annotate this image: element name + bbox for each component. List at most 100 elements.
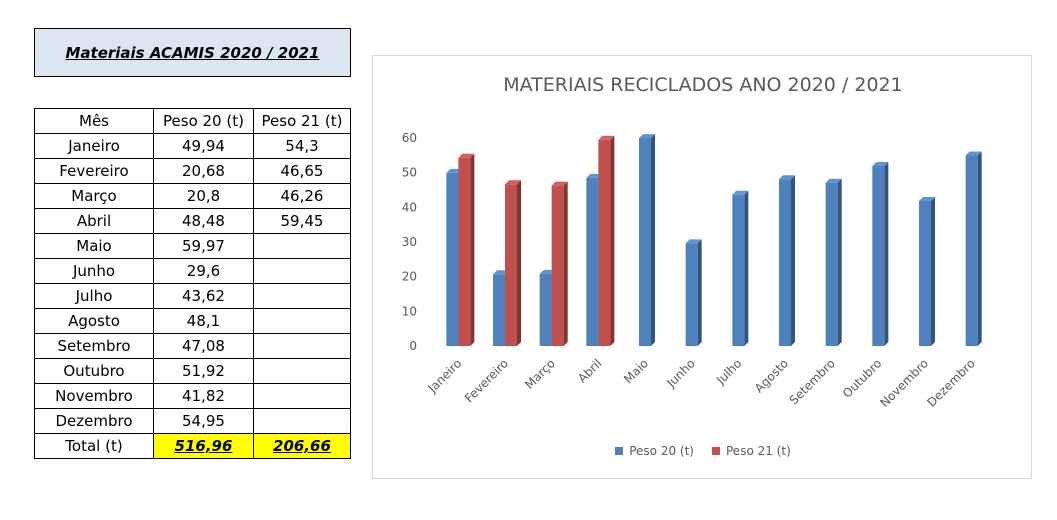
bar <box>639 138 651 346</box>
chart-legend: Peso 20 (t) Peso 21 (t) <box>373 444 1033 458</box>
bar <box>493 274 505 346</box>
cell-peso-21 <box>253 308 351 334</box>
y-tick-label: 30 <box>402 235 417 249</box>
cell-month: Julho <box>34 283 154 309</box>
bar-side <box>470 153 475 346</box>
x-tick-label: Outubro <box>840 356 885 401</box>
table-row: Setembro 47,08 <box>34 333 351 359</box>
cell-month: Março <box>34 183 154 209</box>
table-row: Março 20,8 46,26 <box>34 183 351 209</box>
cell-month: Junho <box>34 258 154 284</box>
bar-top <box>779 175 795 180</box>
header-peso-21: Peso 21 (t) <box>253 108 351 134</box>
total-label: Total (t) <box>34 433 154 459</box>
x-tick-label: Fevereiro <box>462 356 511 405</box>
cell-peso-21 <box>253 258 351 284</box>
x-tick-label: Janeiro <box>425 356 465 396</box>
cell-peso-20: 20,68 <box>153 158 254 184</box>
cell-peso-20: 20,8 <box>153 183 254 209</box>
legend-swatch <box>712 447 720 455</box>
bar <box>965 155 978 346</box>
legend-label: Peso 21 (t) <box>726 444 791 458</box>
x-tick-label: Maio <box>621 356 651 386</box>
bar <box>732 194 745 346</box>
cell-month: Outubro <box>34 358 154 384</box>
table-header-row: Mês Peso 20 (t) Peso 21 (t) <box>34 108 351 134</box>
bar <box>872 166 885 346</box>
cell-month: Janeiro <box>34 133 154 159</box>
bar-side <box>977 151 982 346</box>
chart-area: MATERIAIS RECICLADOS ANO 2020 / 2021 0 10… <box>372 55 1032 479</box>
table-row: Dezembro 54,95 <box>34 408 351 434</box>
bar <box>551 185 564 346</box>
cell-month: Maio <box>34 233 154 259</box>
cell-peso-20: 59,97 <box>153 233 254 259</box>
bar <box>505 184 517 346</box>
x-tick-label: Setembro <box>787 356 838 407</box>
table-row: Maio 59,97 <box>34 233 351 259</box>
bar <box>685 243 698 346</box>
cell-peso-20: 29,6 <box>153 258 254 284</box>
bar-side <box>837 178 842 346</box>
bar-top <box>685 239 702 244</box>
cell-peso-21 <box>253 233 351 259</box>
x-tick-label: Abril <box>575 356 604 385</box>
bar-top <box>505 180 521 185</box>
table-row: Outubro 51,92 <box>34 358 351 384</box>
x-tick-label: Março <box>522 356 558 392</box>
cell-peso-21: 46,26 <box>253 183 351 209</box>
header-peso-20: Peso 20 (t) <box>153 108 254 134</box>
table-title-text: Materiais ACAMIS 2020 / 2021 <box>65 43 320 62</box>
bar <box>446 172 459 346</box>
table-title: Materiais ACAMIS 2020 / 2021 <box>34 28 351 77</box>
legend-item: Peso 21 (t) <box>712 444 791 458</box>
cell-month: Fevereiro <box>34 158 154 184</box>
y-tick-label: 50 <box>402 166 417 180</box>
chart-title: MATERIAIS RECICLADOS ANO 2020 / 2021 <box>503 74 903 96</box>
cell-peso-21: 54,3 <box>253 133 351 159</box>
bar-side <box>931 197 935 346</box>
cell-peso-20: 51,92 <box>153 358 254 384</box>
table-row: Janeiro 49,94 54,3 <box>34 133 351 159</box>
bar-top <box>825 178 842 183</box>
cell-month: Abril <box>34 208 154 234</box>
x-tick-label: Junho <box>663 356 697 390</box>
y-tick-label: 40 <box>402 200 417 214</box>
bar-side <box>791 175 795 346</box>
cell-peso-21 <box>253 358 351 384</box>
cell-peso-21 <box>253 383 351 409</box>
cell-peso-20: 54,95 <box>153 408 254 434</box>
bar-top <box>639 134 655 139</box>
cell-peso-21: 59,45 <box>253 208 351 234</box>
x-tick-label: Agosto <box>752 356 791 395</box>
cell-peso-20: 41,82 <box>153 383 254 409</box>
bar-side <box>651 134 655 346</box>
legend-label: Peso 20 (t) <box>629 444 694 458</box>
bar-top <box>919 197 935 202</box>
cell-peso-20: 47,08 <box>153 333 254 359</box>
cell-peso-21 <box>253 283 351 309</box>
cell-peso-20: 48,1 <box>153 308 254 334</box>
cell-peso-20: 43,62 <box>153 283 254 309</box>
table-row: Novembro 41,82 <box>34 383 351 409</box>
x-tick-label: Dezembro <box>924 356 977 409</box>
cell-month: Dezembro <box>34 408 154 434</box>
table-row: Fevereiro 20,68 46,65 <box>34 158 351 184</box>
bar-top <box>732 190 749 195</box>
table-row: Julho 43,62 <box>34 283 351 309</box>
y-tick-label: 10 <box>402 304 417 318</box>
total-peso-21: 206,66 <box>253 433 351 459</box>
y-tick-label: 20 <box>402 270 417 284</box>
cell-month: Novembro <box>34 383 154 409</box>
bar-top <box>598 135 615 140</box>
bar-side <box>517 180 521 346</box>
bar-side <box>563 181 568 346</box>
bar-top <box>586 173 603 178</box>
cell-peso-21 <box>253 333 351 359</box>
legend-item: Peso 20 (t) <box>615 444 694 458</box>
table-row: Abril 48,48 59,45 <box>34 208 351 234</box>
bar <box>586 177 599 346</box>
bar-side <box>610 135 615 346</box>
cell-peso-20: 49,94 <box>153 133 254 159</box>
